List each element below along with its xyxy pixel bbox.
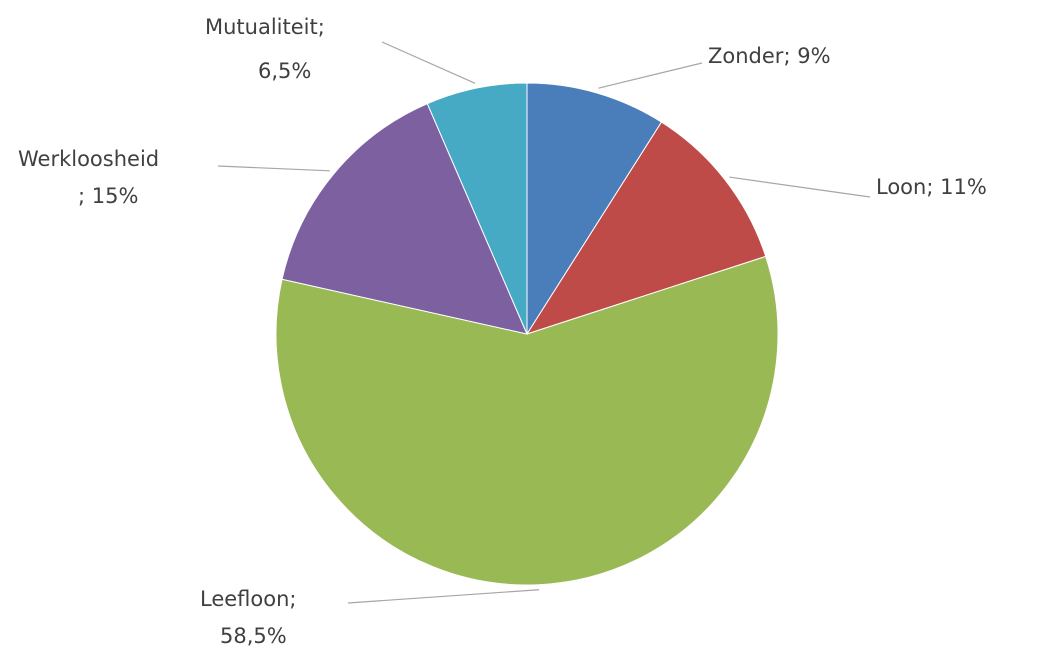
label-separator: ; bbox=[318, 15, 332, 39]
category-label: Zonder bbox=[708, 44, 784, 68]
data-label: Leefloon; bbox=[200, 587, 303, 611]
leader-line bbox=[729, 176, 871, 198]
pie-slice bbox=[426, 82, 528, 335]
data-label: 6,5% bbox=[258, 59, 311, 83]
value-label: 11% bbox=[940, 175, 987, 199]
category-label: Loon bbox=[876, 175, 926, 199]
value-label: 15% bbox=[92, 184, 139, 208]
pie-slice bbox=[281, 102, 528, 335]
label-separator: ; bbox=[783, 44, 797, 68]
category-label: Leefloon bbox=[200, 587, 289, 611]
category-label: Werkloosheid bbox=[18, 147, 159, 171]
value-label: 6,5% bbox=[258, 59, 311, 83]
data-label: Zonder; 9% bbox=[708, 44, 831, 68]
value-label: 58,5% bbox=[220, 624, 287, 648]
leader-line bbox=[598, 62, 703, 89]
data-label: Loon; 11% bbox=[876, 175, 987, 199]
pie-slice bbox=[525, 121, 767, 335]
data-label: 58,5% bbox=[220, 624, 287, 648]
pie-slice bbox=[275, 255, 779, 586]
label-separator: ; bbox=[78, 184, 92, 208]
data-label: Werkloosheid bbox=[18, 147, 159, 171]
data-label: Mutualiteit; bbox=[205, 15, 332, 39]
leader-line bbox=[217, 165, 330, 172]
value-label: 9% bbox=[797, 44, 830, 68]
label-separator: ; bbox=[289, 587, 303, 611]
category-label: Mutualiteit bbox=[205, 15, 318, 39]
leader-line bbox=[381, 41, 476, 84]
pie-slice bbox=[526, 82, 663, 336]
label-separator: ; bbox=[926, 175, 940, 199]
data-label: ; 15% bbox=[78, 184, 138, 208]
leader-line bbox=[347, 589, 540, 604]
